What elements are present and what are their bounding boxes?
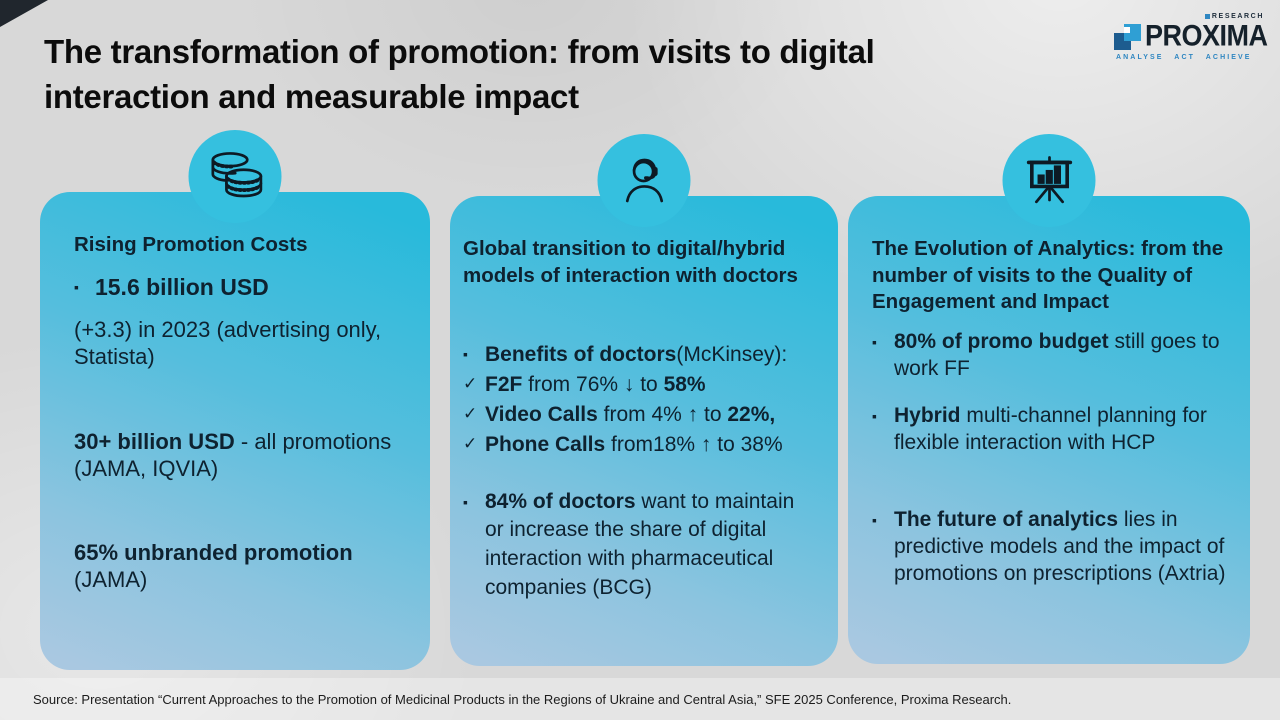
logo-square-icon <box>1204 14 1210 19</box>
proxima-logo: RESEARCH PROXIMA ANALYSE ACT ACHIEVE <box>1114 13 1268 61</box>
footer-bar: Source: Presentation “Current Approaches… <box>0 678 1280 720</box>
bullet-icon: ▪ <box>872 512 877 529</box>
presentation-chart-icon <box>1002 134 1096 227</box>
card1-stat3: 65% unbranded promotion (JAMA) <box>74 539 353 593</box>
card1-stat1-detail: (+3.3) in 2023 (advertising only, Statis… <box>74 316 382 370</box>
card2-check-video-calls: ✓ Video Calls from 4% ↑ to 22%, <box>463 400 814 430</box>
check-icon: ✓ <box>463 374 478 394</box>
card2-check-f2f: ✓ F2F from 76% ↓ to 58% <box>463 370 814 400</box>
support-agent-icon <box>597 134 691 227</box>
bullet-icon: ▪ <box>463 346 468 363</box>
logo-research-label: RESEARCH <box>1211 13 1264 20</box>
card3-bullet-hybrid: ▪ Hybrid multi-channel planning for flex… <box>872 403 1213 454</box>
coins-icon <box>188 130 282 223</box>
card1-heading: Rising Promotion Costs <box>74 233 308 256</box>
bullet-icon: ▪ <box>872 407 877 424</box>
card3-heading: The Evolution of Analytics: from the num… <box>872 237 1224 314</box>
check-icon: ✓ <box>463 433 478 453</box>
check-icon: ✓ <box>463 403 478 423</box>
logo-tagline: ANALYSE ACT ACHIEVE <box>1116 54 1252 61</box>
card-global-transition: Global transition to digital/hybrid mode… <box>450 134 838 666</box>
card2-check-phone-calls: ✓ Phone Calls from18% ↑ to 38% <box>463 430 814 460</box>
source-text: Source: Presentation “Current Approaches… <box>33 691 1012 707</box>
card-rising-promotion-costs: Rising Promotion Costs ▪ 15.6 billion US… <box>40 130 430 670</box>
logo-brand-name: PROXIMA <box>1145 19 1268 53</box>
card1-stat1: ▪ 15.6 billion USD <box>74 273 269 300</box>
card3-bullet-future: ▪ The future of analytics lies in predic… <box>872 508 1231 586</box>
card-evolution-of-analytics: The Evolution of Analytics: from the num… <box>848 134 1250 664</box>
card2-heading: Global transition to digital/hybrid mode… <box>463 237 798 287</box>
logo-main-row: PROXIMA <box>1114 20 1268 52</box>
card1-stat2: 30+ billion USD - all promotions (JAMA, … <box>74 428 392 482</box>
card2-benefits-line: ▪ Benefits of doctors(McKinsey): <box>463 340 814 370</box>
page-title: The transformation of promotion: from vi… <box>44 33 875 115</box>
bullet-icon: ▪ <box>463 493 468 510</box>
card3-bullet-budget: ▪ 80% of promo budget still goes to work… <box>872 329 1226 380</box>
proxima-logo-mark-icon <box>1114 23 1141 50</box>
bullet-icon: ▪ <box>74 278 79 295</box>
card2-stat-84: ▪ 84% of doctors want to maintain or inc… <box>463 489 801 599</box>
corner-accent <box>0 0 48 27</box>
bullet-icon: ▪ <box>872 333 877 350</box>
logo-research-row: RESEARCH <box>1114 13 1264 20</box>
